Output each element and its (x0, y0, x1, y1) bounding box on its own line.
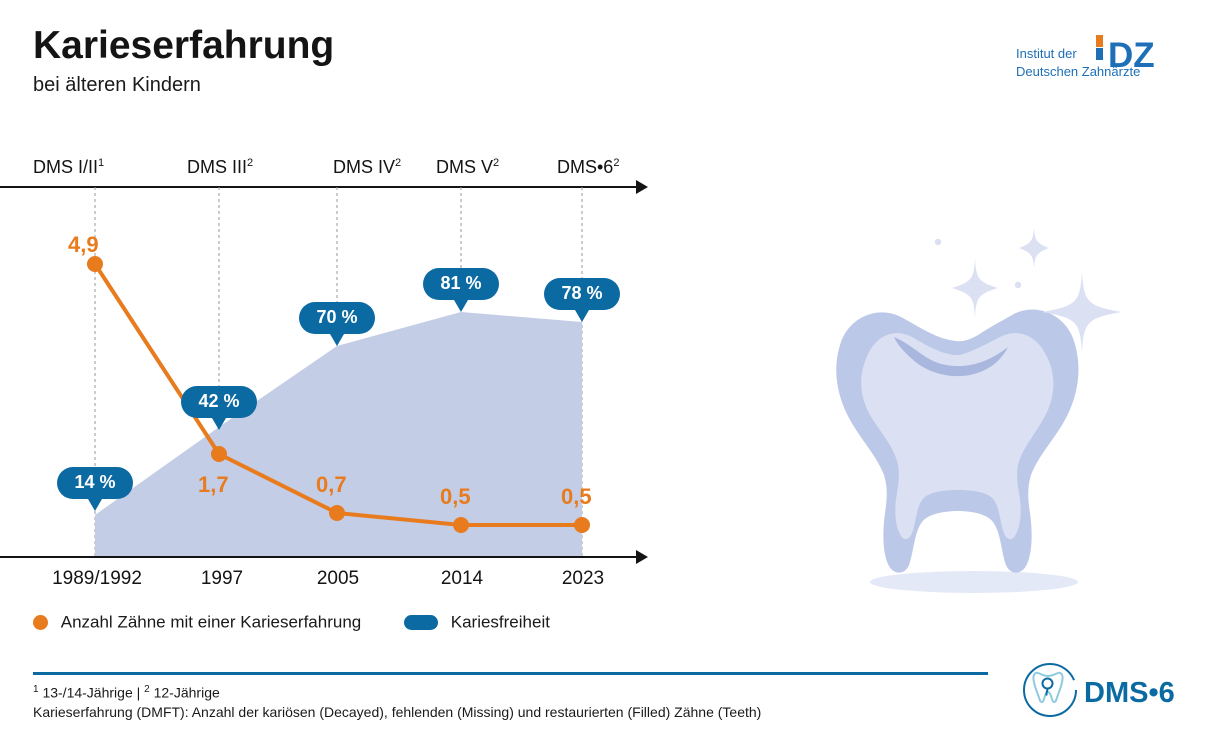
svg-text:14 %: 14 % (74, 472, 115, 492)
svg-text:70 %: 70 % (316, 307, 357, 327)
svg-text:81 %: 81 % (440, 273, 481, 293)
svg-text:DZ: DZ (1108, 36, 1155, 75)
svg-text:42 %: 42 % (198, 391, 239, 411)
svg-text:Institut der: Institut der (1016, 46, 1077, 61)
svg-text:78 %: 78 % (561, 283, 602, 303)
svg-text:DMS•6: DMS•6 (1084, 677, 1175, 709)
